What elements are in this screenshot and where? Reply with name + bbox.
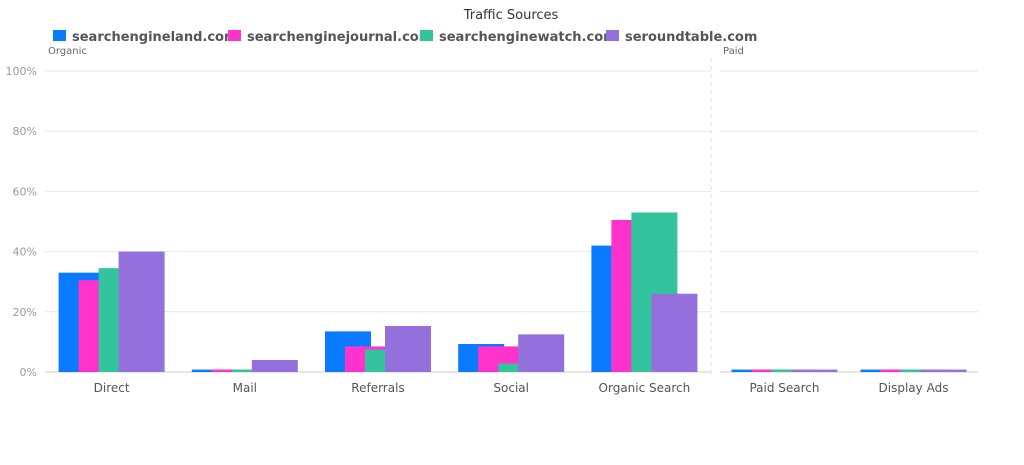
legend-label: searchenginewatch.com (439, 30, 617, 45)
panel-label: Organic (48, 46, 87, 57)
category-label: Paid Search (749, 381, 819, 395)
legend-label: seroundtable.com (625, 30, 757, 45)
y-tick-label: 0% (20, 366, 37, 379)
chart-title: Traffic Sources (463, 8, 559, 23)
panel-groups: Organic Paid (48, 46, 744, 375)
category-label: Display Ads (879, 381, 949, 395)
y-tick-label: 20% (13, 306, 37, 319)
category-label: Mail (233, 381, 257, 395)
legend-swatch (53, 30, 66, 41)
y-axis-ticks: 0% 20% 40% 60% 80% 100% (6, 65, 37, 379)
category-label: Direct (94, 381, 130, 395)
y-tick-label: 100% (6, 65, 37, 78)
bar (920, 369, 967, 372)
legend-swatch (228, 30, 241, 41)
bar (385, 325, 431, 372)
bar (118, 251, 165, 372)
category-label: Social (493, 381, 529, 395)
bar (791, 369, 838, 372)
bars (58, 212, 967, 372)
bar (651, 293, 698, 372)
legend: searchengineland.com searchenginejournal.… (53, 30, 757, 45)
bar (518, 334, 565, 372)
legend-label: searchengineland.com (72, 30, 238, 45)
category-label: Organic Search (599, 381, 691, 395)
legend-swatch (420, 30, 433, 41)
panel-label: Paid (723, 46, 744, 57)
category-label: Referrals (351, 381, 404, 395)
legend-swatch (606, 30, 619, 41)
gridlines (45, 70, 978, 373)
legend-label: searchenginejournal.com (247, 30, 432, 45)
category-labels: Direct Mail Referrals Social Organic Search P… (94, 381, 949, 395)
y-tick-label: 40% (13, 246, 37, 259)
y-tick-label: 60% (13, 185, 37, 198)
y-tick-label: 80% (13, 125, 37, 138)
bar (251, 359, 298, 372)
